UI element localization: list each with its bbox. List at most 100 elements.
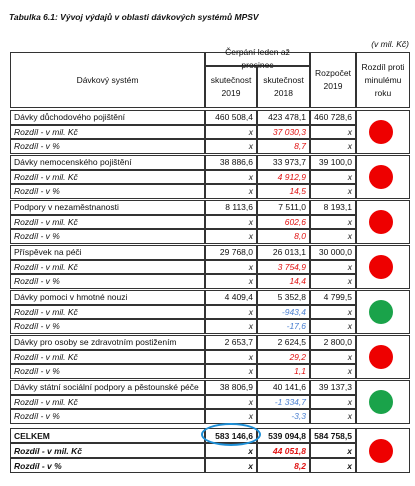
row-label: Rozdíl - v % xyxy=(10,458,205,473)
value-cell: 8 193,1 xyxy=(310,200,356,215)
value-cell: 3 754,9 xyxy=(257,259,310,274)
row-label: Rozdíl - v mil. Kč xyxy=(10,349,205,364)
value-cell: 14,4 xyxy=(257,274,310,289)
value-cell: x xyxy=(310,124,356,139)
value-cell: 584 758,5 xyxy=(310,428,356,443)
value-cell: -3,3 xyxy=(257,409,310,424)
value-cell: x xyxy=(310,229,356,244)
value-cell: 39 137,3 xyxy=(310,380,356,395)
value-cell: x xyxy=(310,169,356,184)
row-label: Rozdíl - v mil. Kč xyxy=(10,214,205,229)
value-cell: x xyxy=(205,214,257,229)
value-cell: 460 508,4 xyxy=(205,110,257,125)
value-cell: 38 886,6 xyxy=(205,155,257,170)
value-cell: 40 141,6 xyxy=(257,380,310,395)
header-cell: Rozdíl proti minulému roku xyxy=(356,52,410,108)
row-label: Rozdíl - v % xyxy=(10,409,205,424)
indicator-cell xyxy=(356,290,410,334)
header-cell: skutečnost 2018 xyxy=(257,66,310,108)
value-cell: 4 409,4 xyxy=(205,290,257,305)
value-cell: x xyxy=(310,304,356,319)
row-label: Příspěvek na péči xyxy=(10,245,205,260)
row-label: Dávky pomoci v hmotné nouzi xyxy=(10,290,205,305)
value-cell: x xyxy=(205,304,257,319)
header-cell: Rozpočet 2019 xyxy=(310,52,356,108)
value-cell: 37 030,3 xyxy=(257,124,310,139)
row-label: Rozdíl - v mil. Kč xyxy=(10,124,205,139)
value-cell: x xyxy=(205,458,257,473)
value-cell: x xyxy=(310,139,356,154)
value-cell: x xyxy=(205,124,257,139)
value-cell: 44 051,8 xyxy=(257,443,310,458)
value-cell: x xyxy=(310,364,356,379)
value-cell: 8,7 xyxy=(257,139,310,154)
status-indicator xyxy=(369,209,393,234)
value-cell: 423 478,1 xyxy=(257,110,310,125)
highlight-ellipse xyxy=(201,423,261,446)
value-cell: x xyxy=(205,184,257,199)
status-indicator xyxy=(369,438,393,463)
row-label: Dávky pro osoby se zdravotním postižením xyxy=(10,335,205,350)
indicator-cell xyxy=(356,200,410,244)
value-cell: x xyxy=(310,274,356,289)
status-indicator xyxy=(369,164,393,189)
title: Tabulka 6.1: Vývoj výdajů v oblasti dávk… xyxy=(9,12,259,22)
value-cell: x xyxy=(205,349,257,364)
value-cell: x xyxy=(310,443,356,458)
value-cell: 38 806,9 xyxy=(205,380,257,395)
row-label: Rozdíl - v % xyxy=(10,364,205,379)
indicator-cell xyxy=(356,110,410,154)
row-label: Rozdíl - v % xyxy=(10,229,205,244)
row-label: Rozdíl - v % xyxy=(10,139,205,154)
indicator-cell xyxy=(356,155,410,199)
indicator-cell xyxy=(356,245,410,289)
value-cell: 14,5 xyxy=(257,184,310,199)
indicator-cell xyxy=(356,428,410,473)
value-cell: x xyxy=(205,319,257,334)
value-cell: 2 624,5 xyxy=(257,335,310,350)
status-indicator xyxy=(369,344,393,369)
value-cell: x xyxy=(310,409,356,424)
value-cell: -943,4 xyxy=(257,304,310,319)
status-indicator xyxy=(369,299,393,324)
value-cell: x xyxy=(205,274,257,289)
value-cell: 602,6 xyxy=(257,214,310,229)
row-label: Dávky nemocenského pojištění xyxy=(10,155,205,170)
value-cell: 2 653,7 xyxy=(205,335,257,350)
row-label: Dávky důchodového pojištění xyxy=(10,110,205,125)
value-cell: 29,2 xyxy=(257,349,310,364)
value-cell: 2 800,0 xyxy=(310,335,356,350)
status-indicator xyxy=(369,119,393,144)
value-cell: 8,2 xyxy=(257,458,310,473)
value-cell: 29 768,0 xyxy=(205,245,257,260)
value-cell: x xyxy=(205,139,257,154)
row-label: Rozdíl - v mil. Kč xyxy=(10,394,205,409)
value-cell: -17,6 xyxy=(257,319,310,334)
value-cell: 8,0 xyxy=(257,229,310,244)
row-label: Podpory v nezaměstnanosti xyxy=(10,200,205,215)
status-indicator xyxy=(369,389,393,414)
value-cell: 26 013,1 xyxy=(257,245,310,260)
header-cell: skutečnost 2019 xyxy=(205,66,257,108)
value-cell: x xyxy=(310,458,356,473)
value-cell: x xyxy=(310,319,356,334)
row-label: Dávky státní sociální podpory a pěstouns… xyxy=(10,380,205,395)
row-label: Rozdíl - v % xyxy=(10,274,205,289)
value-cell: -1 334,7 xyxy=(257,394,310,409)
value-cell: 33 973,7 xyxy=(257,155,310,170)
value-cell: x xyxy=(310,394,356,409)
value-cell: 7 511,0 xyxy=(257,200,310,215)
row-label: Rozdíl - v mil. Kč xyxy=(10,259,205,274)
value-cell: x xyxy=(310,184,356,199)
row-label: Rozdíl - v % xyxy=(10,184,205,199)
value-cell: 5 352,8 xyxy=(257,290,310,305)
value-cell: x xyxy=(205,259,257,274)
value-cell: 39 100,0 xyxy=(310,155,356,170)
value-cell: 4 799,5 xyxy=(310,290,356,305)
header-cell: Čerpání leden až prosinec xyxy=(205,47,310,70)
row-label: Rozdíl - v mil. Kč xyxy=(10,169,205,184)
value-cell: x xyxy=(205,394,257,409)
value-cell: x xyxy=(310,349,356,364)
indicator-cell xyxy=(356,335,410,379)
